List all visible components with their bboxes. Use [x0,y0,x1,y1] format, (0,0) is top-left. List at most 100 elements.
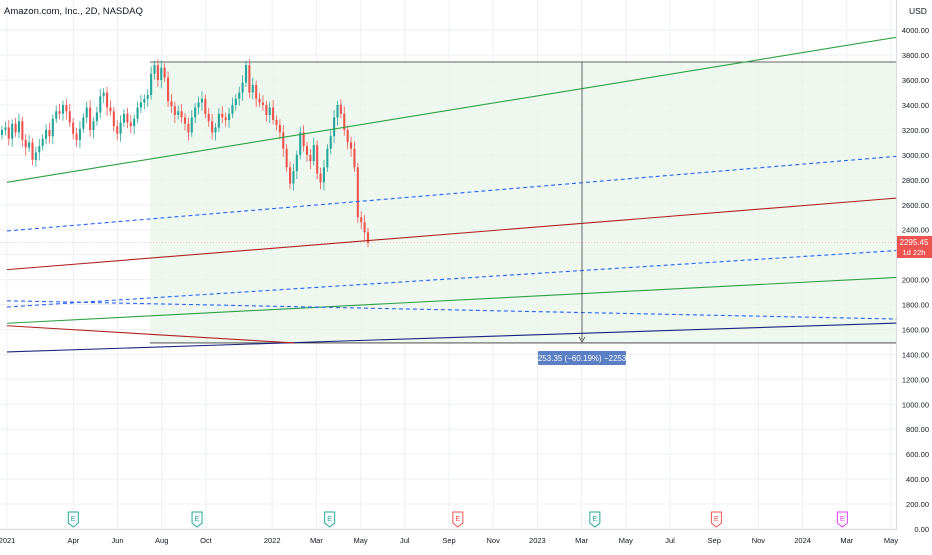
trend-line-red-falling[interactable] [6,325,295,344]
trend-line-dashed-lower[interactable] [6,195,932,308]
candle-body [275,119,278,125]
candle-body [204,98,207,114]
candle [167,71,170,107]
candle [122,109,126,127]
candle-body [187,123,190,133]
candle-body [11,123,14,139]
candle-body [55,111,58,119]
y-tick-label: 3200.00 [902,126,929,135]
candle-body [278,124,281,133]
candle-body [153,65,156,74]
currency-label: USD [909,6,927,16]
candle-body [7,127,10,139]
candle [197,96,200,115]
candle [89,100,92,137]
x-tick-label: Jul [400,536,410,545]
candle-body [48,129,51,137]
candle-body [150,73,153,96]
candle-body [24,139,27,148]
candle-body [241,82,244,93]
candle [295,150,298,180]
candle [99,88,102,119]
candle-body [109,107,112,112]
candle [221,106,224,124]
candle [92,116,95,139]
trend-line-dashed-falling[interactable] [6,300,932,337]
earnings-marker[interactable]: E [710,511,722,528]
candle [211,113,214,140]
candle [241,75,244,101]
earnings-marker[interactable]: E [191,511,203,528]
candle [153,60,156,80]
x-tick-label: Jul [665,536,675,545]
candle-body [126,113,129,123]
candle-body [0,129,4,135]
candle [129,115,132,134]
candle [58,103,61,120]
candle [217,107,220,132]
y-tick-label: 1000.00 [902,400,929,409]
y-tick-label: 800.00 [906,425,929,434]
earnings-marker-label: E [592,514,597,523]
time-axis[interactable] [0,530,897,550]
candle-body [350,142,353,149]
candle-body [21,121,24,140]
candle-body [343,113,346,130]
candle [146,89,149,107]
candle-body [329,136,332,149]
candle [360,211,363,230]
candle [156,59,159,87]
candle-body [261,102,264,106]
trend-line-lower-channel[interactable] [6,232,932,324]
trend-line-navy[interactable] [6,295,932,353]
candle [322,160,325,191]
candle-body [322,167,325,183]
candle-body [316,144,319,174]
candle-body [143,98,146,103]
candle [258,92,261,107]
candle [333,110,336,144]
candle-body [95,112,98,122]
price-range-box[interactable] [150,61,896,343]
candle-body [360,217,363,223]
candle [336,100,339,126]
earnings-marker-label: E [840,514,845,523]
earnings-marker-badge [191,511,203,528]
candle-body [200,98,203,103]
candle-body [339,105,342,114]
candle [278,119,281,140]
candle-body [129,122,132,127]
earnings-marker[interactable]: E [67,511,79,528]
trend-line-dashed-upper[interactable] [6,83,932,232]
candle-body [183,117,187,124]
candle-body [17,121,20,133]
price-axis[interactable] [897,0,932,550]
candle-body [228,113,231,120]
earnings-marker[interactable]: E [452,511,464,528]
candle-body [346,129,349,143]
x-tick-label: 2021 [0,536,15,545]
trend-line-median[interactable] [6,127,932,271]
candle-body [282,132,285,149]
candle [173,101,176,124]
candle [48,122,51,144]
candle [133,114,136,135]
earnings-marker[interactable]: E [324,511,336,528]
candle [17,113,20,139]
earnings-marker[interactable]: E [836,511,848,528]
candle-body [89,107,92,130]
trend-line-upper-channel[interactable] [6,0,932,183]
candle-body [194,107,197,118]
earnings-marker-label: E [71,514,76,523]
candle [55,105,58,124]
candle [231,97,234,119]
earnings-marker[interactable]: E [589,511,601,528]
candle [116,120,119,141]
earnings-marker-badge [589,511,601,528]
drawing-layer-front [6,0,932,353]
candle [282,125,285,157]
candle [228,107,231,129]
x-tick-label: 2024 [794,536,811,545]
